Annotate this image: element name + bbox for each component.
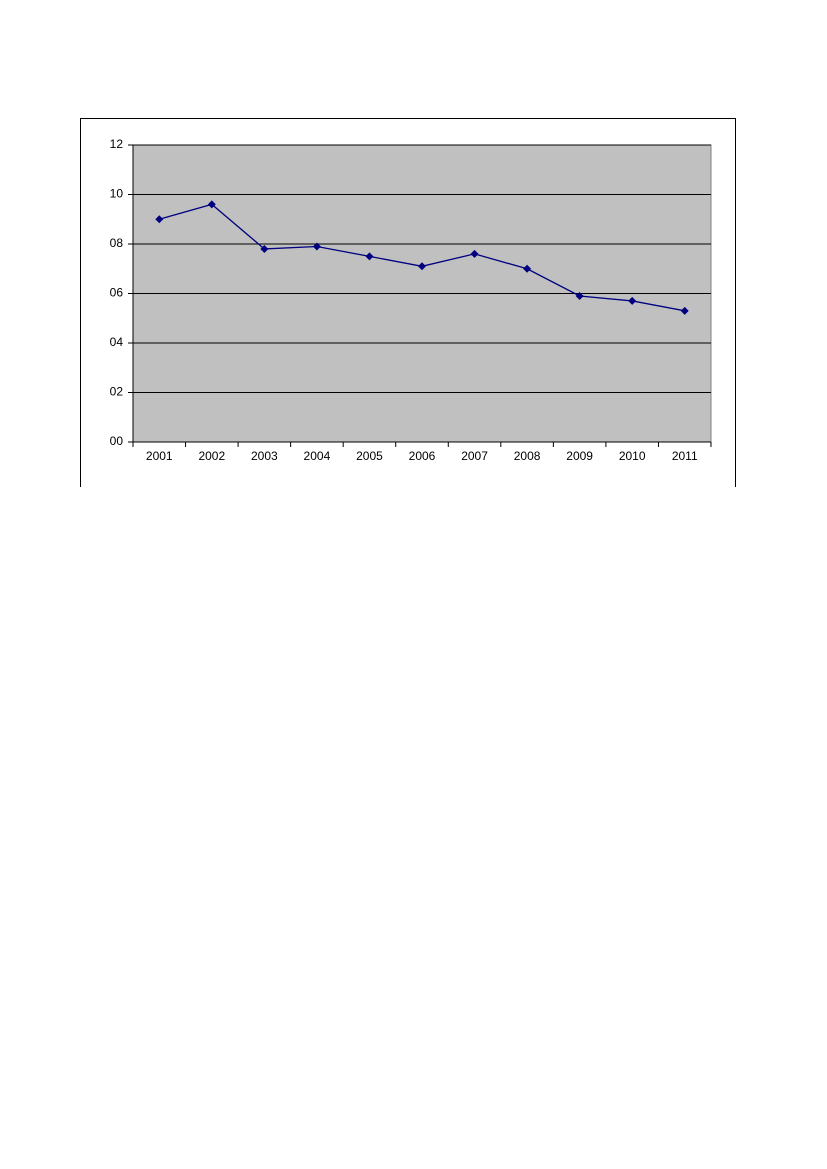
y-tick-label: 10 — [110, 187, 124, 201]
data-point — [523, 264, 532, 273]
data-point — [260, 244, 269, 253]
data-point — [365, 252, 374, 261]
data-point — [575, 291, 584, 300]
x-tick-label: 2010 — [619, 449, 646, 463]
chart-frame — [80, 118, 736, 487]
x-tick-label: 2004 — [304, 449, 331, 463]
x-tick-label: 2009 — [566, 449, 593, 463]
x-tick-label: 2011 — [672, 449, 698, 463]
y-tick-label: 02 — [110, 385, 124, 399]
y-tick-label: 06 — [110, 286, 124, 300]
y-tick-label: 12 — [110, 137, 124, 151]
data-point — [155, 215, 164, 224]
y-tick-label: 08 — [110, 236, 124, 250]
x-tick-label: 2006 — [409, 449, 436, 463]
y-tick-label: 00 — [110, 434, 124, 448]
x-tick-label: 2007 — [461, 449, 488, 463]
x-tick-label: 2008 — [514, 449, 541, 463]
x-tick-label: 2005 — [356, 449, 383, 463]
data-point — [628, 296, 637, 305]
data-point — [312, 242, 321, 251]
x-tick-label: 2002 — [198, 449, 225, 463]
data-point — [470, 249, 479, 258]
x-tick-label: 2001 — [146, 449, 173, 463]
data-point — [207, 200, 216, 209]
x-tick-label: 2003 — [251, 449, 278, 463]
y-tick-label: 04 — [110, 335, 124, 349]
data-point — [680, 306, 689, 315]
data-point — [418, 262, 426, 271]
